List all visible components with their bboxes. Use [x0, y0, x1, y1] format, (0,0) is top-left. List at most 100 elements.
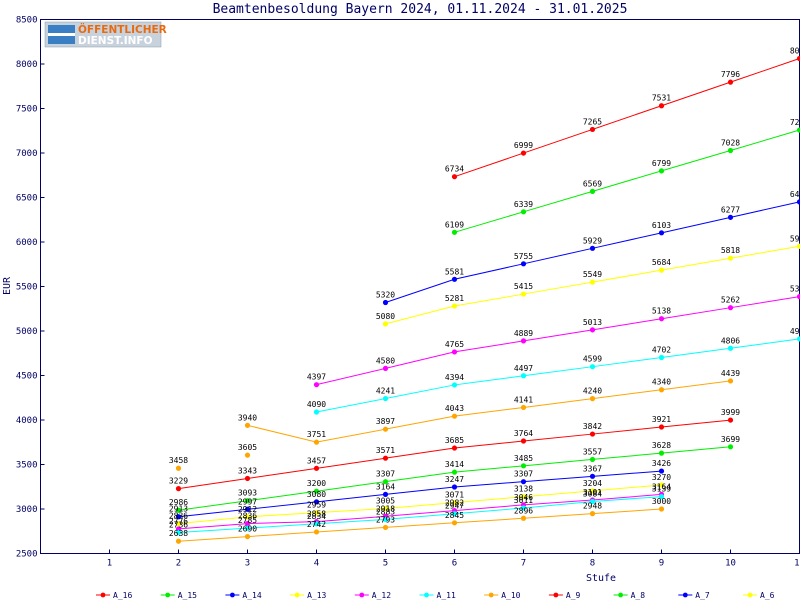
data-point — [589, 511, 596, 517]
data-point — [589, 279, 596, 285]
data-label: 3897 — [376, 417, 395, 426]
data-point — [658, 468, 665, 474]
data-label: 3605 — [238, 443, 257, 452]
x-tick-label: 7 — [521, 559, 526, 569]
data-point — [589, 396, 596, 402]
data-point — [727, 79, 734, 85]
data-point — [382, 455, 389, 461]
legend-item: A_14 — [225, 591, 262, 600]
series-a-7: 2913 2997 3080 3164 3247 3307 3367 3426 — [169, 459, 671, 520]
legend-label: A_10 — [501, 591, 520, 600]
data-label: 5755 — [514, 252, 533, 261]
series-a-10: 3940 3751 3897 4043 4141 4240 4340 4439 — [238, 369, 740, 445]
x-axis-label: Stufe — [586, 573, 616, 584]
y-tick-label: 3000 — [16, 505, 38, 515]
x-tick-label: 9 — [659, 559, 664, 569]
data-point — [658, 103, 665, 109]
y-tick-label: 6500 — [16, 194, 38, 204]
data-label: 3921 — [652, 415, 671, 424]
data-point — [175, 529, 182, 536]
y-tick-label: 7000 — [16, 149, 38, 159]
data-point — [520, 150, 527, 156]
legend-item: A_8 — [613, 591, 645, 600]
series-a-13: 5080 5281 5415 5549 5684 5818 5952 — [376, 234, 800, 327]
data-label: 2997 — [238, 497, 257, 506]
y-axis: 2500 3000 3500 4000 4500 5000 5500 6000 6500 7000… — [16, 16, 45, 560]
data-label: 4241 — [376, 387, 395, 396]
series-a-14: 5320 5581 5755 5929 6103 6277 6451 — [376, 190, 800, 306]
data-label: 5386 — [790, 285, 800, 294]
legend-swatch-marker — [359, 592, 365, 598]
legend-item: A_6 — [743, 591, 775, 600]
series-line — [247, 380, 731, 443]
legend-label: A_11 — [437, 591, 456, 600]
series-line — [316, 296, 800, 386]
data-point — [313, 488, 320, 494]
data-label: 5929 — [583, 236, 602, 245]
data-point — [382, 321, 389, 327]
data-label: 2834 — [307, 512, 326, 521]
data-point — [727, 305, 734, 311]
data-point — [589, 327, 596, 333]
legend-swatch-marker — [294, 592, 300, 598]
series-line — [454, 129, 800, 233]
legend-label: A_12 — [372, 591, 391, 600]
data-point — [727, 147, 734, 154]
data-label: 2896 — [514, 506, 533, 515]
data-label: 7531 — [652, 94, 671, 103]
data-label: 6999 — [514, 141, 533, 150]
data-point — [658, 354, 665, 361]
data-point — [382, 365, 389, 371]
x-tick-label: 8 — [590, 559, 595, 569]
data-label: 4497 — [514, 364, 533, 373]
data-point — [175, 507, 182, 513]
data-label: 3011 — [514, 496, 533, 505]
legend-swatch-marker — [618, 592, 623, 598]
data-label: 6451 — [790, 190, 800, 199]
y-tick-label: 3500 — [16, 461, 38, 471]
data-label: 2948 — [583, 502, 602, 511]
data-label: 3999 — [721, 408, 740, 417]
data-point — [451, 229, 458, 235]
series-a-12: 4397 4580 4765 4889 5013 5138 5262 5386 — [307, 285, 800, 388]
data-label: 7796 — [721, 70, 740, 79]
data-label: 3457 — [307, 456, 326, 465]
data-label: 6339 — [514, 200, 533, 209]
data-label: 2986 — [169, 498, 188, 507]
x-tick-label: 2 — [176, 559, 181, 569]
data-label: 3270 — [652, 473, 671, 482]
series-a-11: 4090 4241 4394 4497 4599 4702 4806 4911 — [307, 327, 800, 415]
data-point — [451, 174, 458, 180]
data-label: 2959 — [307, 501, 326, 510]
data-label: 5818 — [721, 246, 740, 255]
data-point — [520, 463, 527, 469]
chart-title: Beamtenbesoldung Bayern 2024, 01.11.2024… — [213, 2, 628, 17]
data-label: 3343 — [238, 466, 257, 475]
data-label: 3751 — [307, 430, 326, 439]
logo: ÖFFENTLICHER DIENST.INFO — [44, 21, 167, 48]
data-label: 5952 — [790, 234, 800, 243]
data-label: 6277 — [721, 205, 740, 214]
data-label: 8062 — [790, 46, 800, 55]
data-point — [796, 294, 800, 300]
series-line — [178, 508, 662, 542]
data-point — [313, 465, 320, 471]
data-label: 3204 — [583, 479, 602, 488]
data-point — [382, 479, 389, 485]
legend-swatch-marker — [165, 592, 171, 598]
data-point — [589, 364, 596, 370]
data-label: 2883 — [376, 507, 395, 516]
data-point — [658, 387, 665, 393]
series-line — [454, 58, 800, 178]
x-tick-label: 1 — [107, 559, 112, 569]
data-point — [313, 439, 320, 445]
data-point — [451, 469, 458, 475]
data-label: 3247 — [445, 475, 464, 484]
data-point — [382, 505, 389, 512]
data-point — [382, 395, 389, 402]
legend-label: A_15 — [178, 591, 197, 600]
data-point — [451, 500, 458, 506]
data-point — [727, 417, 734, 423]
data-point — [658, 424, 665, 430]
